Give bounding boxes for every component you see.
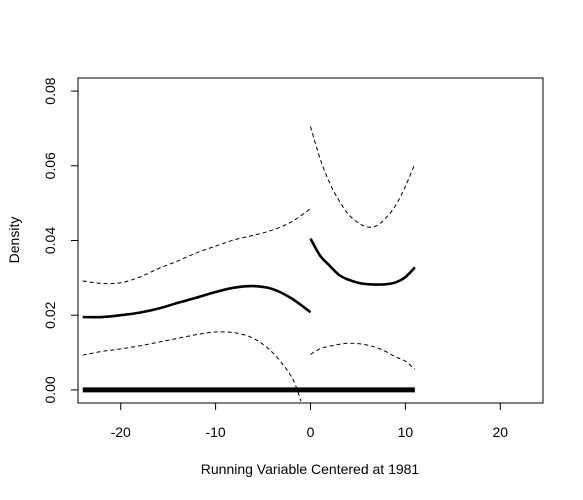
- x-tick-label: 10: [398, 424, 414, 440]
- series-layer: [82, 126, 416, 402]
- x-tick-label: 0: [307, 424, 315, 440]
- y-tick-label: 0.06: [42, 152, 58, 179]
- series-upper-ci-right: [310, 126, 416, 228]
- series-lower-ci-right: [310, 342, 416, 370]
- x-axis: -20 -10 0 10 20: [111, 403, 509, 440]
- y-axis-label: Density: [6, 217, 22, 264]
- x-tick-label: -10: [205, 424, 225, 440]
- y-tick-label: 0.08: [42, 77, 58, 104]
- y-tick-label: 0.00: [42, 376, 58, 403]
- series-estimate-right: [309, 237, 416, 286]
- x-tick-label: 20: [493, 424, 509, 440]
- series-lower-ci-left: [82, 331, 302, 402]
- x-axis-label: Running Variable Centered at 1981: [201, 461, 420, 477]
- series-estimate-left: [82, 284, 312, 319]
- y-tick-label: 0.02: [42, 301, 58, 328]
- y-axis: 0.00 0.02 0.04 0.06 0.08: [42, 77, 78, 404]
- y-tick-label: 0.04: [42, 227, 58, 254]
- series-upper-ci-left: [82, 208, 311, 285]
- x-tick-label: -20: [111, 424, 131, 440]
